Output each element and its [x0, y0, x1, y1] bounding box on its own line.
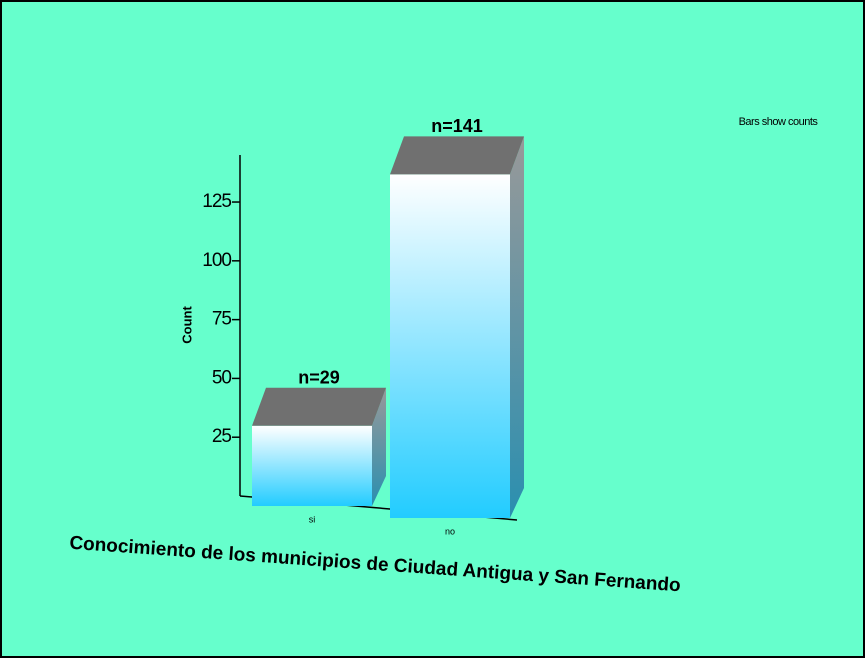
y-tick-label: 100 [202, 250, 231, 271]
y-tick-label: 125 [202, 191, 231, 212]
bar-side [372, 387, 386, 506]
x-tick-label: si [309, 514, 316, 524]
bar [390, 174, 510, 518]
value-label: n=29 [298, 368, 340, 388]
x-tick-label: no [445, 526, 455, 536]
annotation: Bars show counts [739, 116, 819, 128]
y-tick-label: 50 [212, 367, 232, 388]
bar-side [510, 136, 524, 518]
bar-top [252, 387, 386, 426]
y-tick-label: 25 [212, 426, 232, 447]
y-axis-label: Count [179, 306, 194, 344]
bar-top [390, 136, 524, 175]
value-label: n=141 [431, 116, 483, 136]
y-tick-label: 75 [212, 309, 232, 330]
bar [252, 425, 372, 506]
